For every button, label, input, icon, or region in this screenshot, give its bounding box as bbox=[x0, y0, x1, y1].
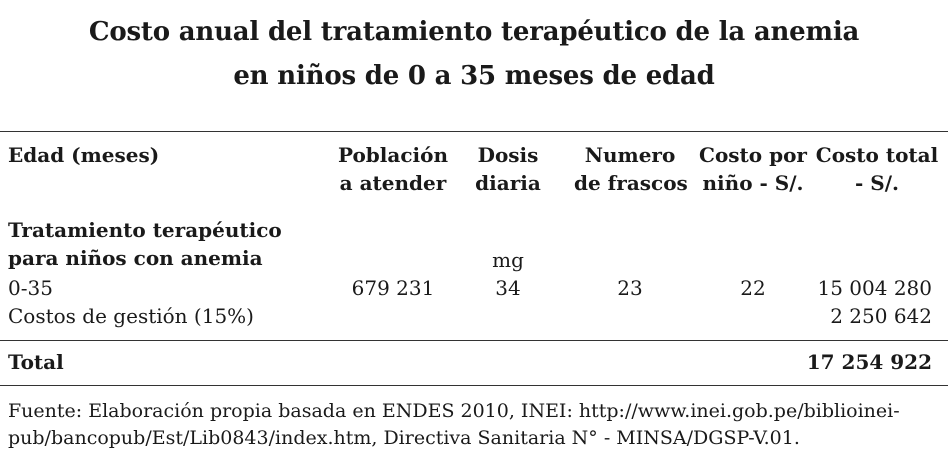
total-label: Total bbox=[8, 350, 64, 374]
source-note-line1: Fuente: Elaboración propia basada en END… bbox=[8, 400, 900, 422]
row-frascos: 23 bbox=[617, 276, 643, 300]
header-dosis-line2: diaria bbox=[475, 171, 541, 195]
bottom-rule bbox=[0, 385, 948, 386]
row-dosis: 34 bbox=[495, 276, 521, 300]
header-poblacion-line2: a atender bbox=[339, 171, 447, 195]
header-dosis-line1: Dosis bbox=[477, 143, 539, 167]
total-costo-total: 17 254 922 bbox=[806, 350, 932, 374]
section-label-line1: Tratamiento terapéutico bbox=[8, 218, 282, 242]
header-frascos-line2: de frascos bbox=[574, 171, 688, 195]
row-costo-nino: 22 bbox=[740, 276, 766, 300]
row-costo-total: 15 004 280 bbox=[817, 276, 932, 300]
header-edad: Edad (meses) bbox=[8, 143, 160, 167]
row-edad: 0-35 bbox=[8, 276, 53, 300]
dosis-unit: mg bbox=[492, 248, 524, 272]
gestion-label: Costos de gestión (15%) bbox=[8, 304, 254, 328]
row-poblacion: 679 231 bbox=[351, 276, 435, 300]
header-frascos-line1: Numero bbox=[584, 143, 676, 167]
source-note-line2: pub/bancopub/Est/Lib0843/index.htm, Dire… bbox=[8, 427, 800, 449]
header-poblacion-line1: Población bbox=[337, 143, 449, 167]
top-rule bbox=[0, 131, 948, 132]
header-costo-total-line2: - S/. bbox=[855, 171, 899, 195]
total-rule bbox=[0, 340, 948, 341]
table-title-line1: Costo anual del tratamiento terapéutico … bbox=[88, 17, 860, 47]
gestion-costo-total: 2 250 642 bbox=[830, 304, 932, 328]
section-label-line2: para niños con anemia bbox=[8, 246, 263, 270]
header-costo-nino-line1: Costo por bbox=[699, 143, 807, 167]
table-title-line2: en niños de 0 a 35 meses de edad bbox=[233, 61, 715, 91]
header-costo-total-line1: Costo total bbox=[815, 143, 939, 167]
header-costo-nino-line2: niño - S/. bbox=[702, 171, 804, 195]
